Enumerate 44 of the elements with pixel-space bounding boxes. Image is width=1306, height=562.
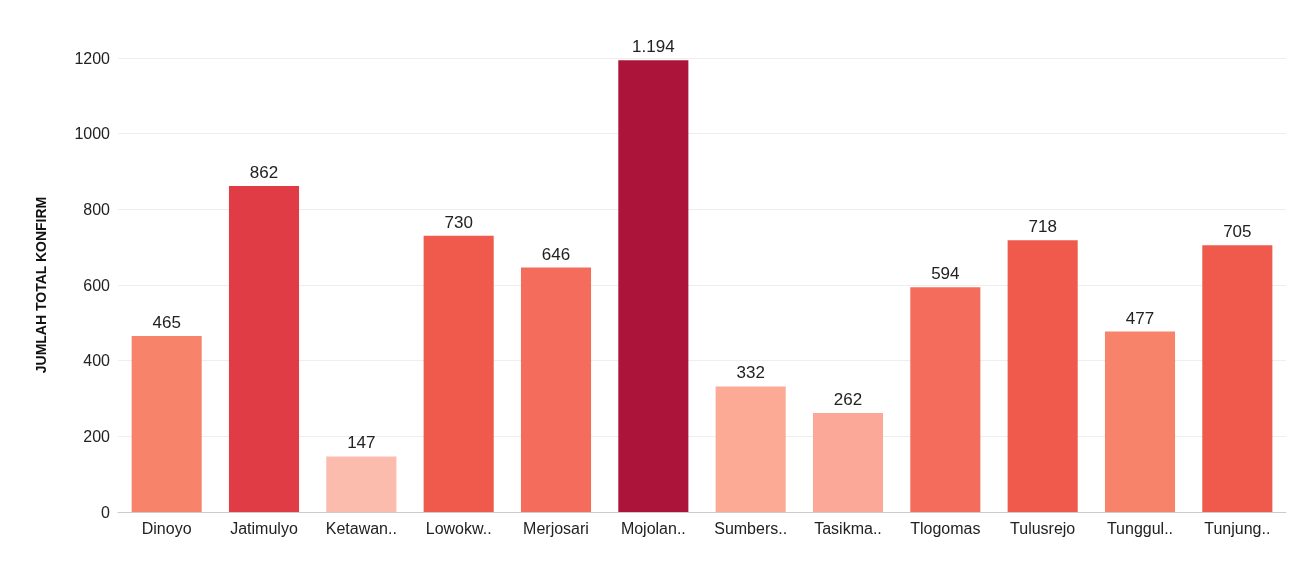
x-tick-label: Sumbers.. — [714, 519, 788, 537]
x-tick-label: Tulusrejo — [1010, 519, 1076, 537]
x-tick-label: Dinoyo — [141, 519, 192, 537]
data-label: 705 — [1223, 222, 1252, 242]
x-tick-label: Tunjung.. — [1204, 519, 1271, 537]
data-label: 465 — [152, 313, 181, 333]
data-label: 1.194 — [632, 37, 675, 57]
x-tick-label: Ketawan.. — [325, 519, 397, 537]
bar — [715, 386, 786, 512]
data-label: 646 — [541, 244, 571, 264]
data-label: 262 — [833, 389, 863, 409]
data-label: 862 — [249, 162, 279, 182]
y-tick-label: 1000 — [74, 125, 111, 143]
data-label: 594 — [931, 264, 960, 284]
x-tick-label: Tunggul.. — [1106, 519, 1174, 537]
bar — [1104, 331, 1176, 512]
y-tick-label: 400 — [83, 352, 111, 370]
x-tick-label: Merjosari — [523, 519, 589, 537]
bar — [1202, 245, 1273, 512]
bar — [131, 336, 202, 512]
y-tick-label: 0 — [101, 503, 111, 521]
bar — [812, 412, 884, 512]
bar — [520, 267, 592, 512]
bar — [910, 287, 981, 512]
bar — [423, 235, 494, 512]
data-label: 730 — [444, 212, 473, 232]
data-label: 332 — [736, 363, 765, 383]
y-tick-label: 1200 — [74, 49, 111, 67]
y-tick-label: 200 — [83, 427, 111, 445]
data-label: 147 — [347, 433, 376, 453]
x-tick-label: Jatimulyo — [230, 519, 298, 537]
y-axis-title: JUMLAH TOTAL KONFIRM — [33, 196, 49, 374]
bar — [228, 185, 300, 512]
data-label: 477 — [1125, 308, 1155, 328]
x-tick-label: Tlogomas — [910, 519, 981, 537]
x-tick-label: Lowokw.. — [425, 519, 492, 537]
bar — [618, 60, 689, 512]
data-label: 718 — [1028, 217, 1057, 237]
bar — [326, 456, 397, 512]
y-tick-label: 600 — [83, 276, 111, 294]
y-tick-label: 800 — [83, 200, 111, 218]
x-tick-label: Mojolan.. — [620, 519, 686, 537]
bar — [1007, 240, 1078, 512]
x-tick-label: Tasikma.. — [814, 519, 882, 537]
